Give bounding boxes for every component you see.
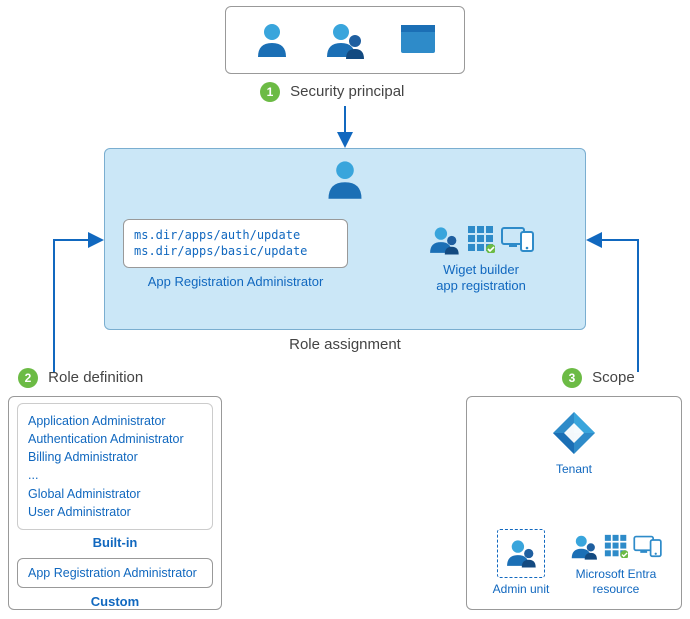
scope-box: Tenant Admin unit	[466, 396, 682, 610]
group-icon	[323, 19, 367, 62]
user-icon	[252, 19, 292, 62]
group-icon	[504, 536, 538, 568]
role-item: Billing Administrator	[28, 448, 202, 466]
widget-builder-l2: app registration	[436, 278, 526, 293]
role-item: Authentication Administrator	[28, 430, 202, 448]
admin-unit-label: Admin unit	[481, 582, 561, 597]
app-reg-admin-label: App Registration Administrator	[123, 274, 348, 289]
arrow-down-icon	[336, 106, 356, 148]
widget-builder-l1: Wiget builder	[443, 262, 519, 277]
tenant-label: Tenant	[467, 462, 681, 477]
role-item: Application Administrator	[28, 412, 202, 430]
devices-icon	[501, 225, 535, 256]
security-principal-label: 1 Security principal	[260, 82, 404, 102]
role-definition-box: Application Administrator Authentication…	[8, 396, 222, 610]
custom-label: Custom	[17, 594, 213, 609]
builtin-label: Built-in	[17, 535, 213, 550]
tenant-icon	[550, 445, 598, 460]
grid-icon	[467, 225, 495, 256]
security-principal-text: Security principal	[290, 83, 404, 100]
entra-resource-l2: resource	[593, 582, 640, 596]
grid-icon	[604, 534, 628, 561]
role-item: User Administrator	[28, 503, 202, 521]
app-icon	[398, 19, 438, 62]
permissions-code: ms.dir/apps/auth/update ms.dir/apps/basi…	[123, 219, 348, 268]
role-item: ...	[28, 466, 202, 484]
group-icon	[569, 532, 599, 563]
role-item: Global Administrator	[28, 485, 202, 503]
badge-1: 1	[260, 82, 280, 102]
devices-icon	[633, 534, 663, 561]
badge-2: 2	[18, 368, 38, 388]
security-principal-box	[225, 6, 465, 74]
badge-3: 3	[562, 368, 582, 388]
user-icon	[323, 189, 367, 204]
arrow-right-up-icon	[580, 232, 650, 377]
role-assignment-panel: ms.dir/apps/auth/update ms.dir/apps/basi…	[104, 148, 586, 330]
arrow-left-up-icon	[44, 232, 110, 377]
group-icon	[427, 223, 461, 258]
entra-resource-l1: Microsoft Entra	[576, 567, 657, 581]
builtin-roles-list: Application Administrator Authentication…	[17, 403, 213, 530]
custom-role-box: App Registration Administrator	[17, 558, 213, 588]
admin-unit-dashed	[497, 529, 545, 578]
